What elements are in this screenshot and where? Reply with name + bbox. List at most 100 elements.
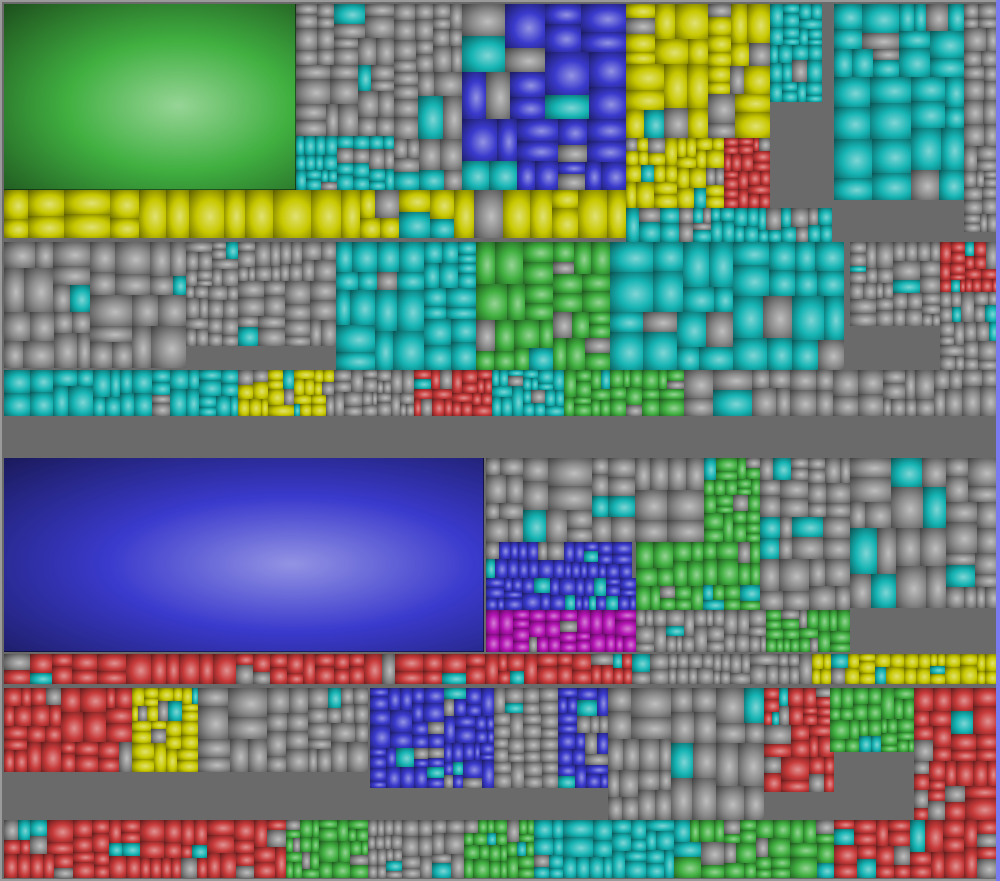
file-tile[interactable] <box>724 198 738 208</box>
file-tile[interactable] <box>983 100 998 124</box>
file-tile[interactable] <box>977 847 998 859</box>
file-tile[interactable] <box>414 767 427 788</box>
file-tile[interactable] <box>323 370 334 382</box>
file-tile[interactable] <box>708 4 731 17</box>
file-tile[interactable] <box>73 820 92 837</box>
file-tile[interactable] <box>198 688 228 706</box>
file-tile[interactable] <box>122 843 140 856</box>
file-tile[interactable] <box>788 654 799 666</box>
file-tile[interactable] <box>350 865 368 878</box>
file-tile[interactable] <box>961 292 974 322</box>
file-tile[interactable] <box>23 341 54 368</box>
file-tile[interactable] <box>870 103 911 139</box>
file-tile[interactable] <box>4 219 28 238</box>
file-tile[interactable] <box>772 712 779 725</box>
file-tile[interactable] <box>932 314 940 326</box>
file-tile[interactable] <box>803 714 817 725</box>
file-tile[interactable] <box>534 820 552 838</box>
folder-block[interactable] <box>940 242 998 292</box>
file-tile[interactable] <box>852 49 873 77</box>
file-tile[interactable] <box>238 281 264 297</box>
file-tile[interactable] <box>545 610 560 621</box>
file-tile[interactable] <box>945 107 964 128</box>
file-tile[interactable] <box>264 295 285 316</box>
file-tile[interactable] <box>790 639 799 652</box>
file-tile[interactable] <box>473 833 487 845</box>
file-tile[interactable] <box>558 776 575 788</box>
file-tile[interactable] <box>770 82 782 102</box>
file-tile[interactable] <box>653 242 683 271</box>
file-tile[interactable] <box>706 150 724 168</box>
file-tile[interactable] <box>807 610 818 628</box>
file-tile[interactable] <box>943 837 964 852</box>
file-tile[interactable] <box>974 292 988 305</box>
file-tile[interactable] <box>816 834 834 843</box>
file-tile[interactable] <box>985 671 998 684</box>
file-tile[interactable] <box>77 370 93 386</box>
file-tile[interactable] <box>545 95 589 119</box>
file-tile[interactable] <box>733 523 746 542</box>
file-tile[interactable] <box>948 4 964 31</box>
file-tile[interactable] <box>738 189 748 208</box>
file-tile[interactable] <box>522 578 534 593</box>
file-tile[interactable] <box>507 856 518 878</box>
file-tile[interactable] <box>587 562 598 578</box>
file-tile[interactable] <box>164 820 181 842</box>
file-tile[interactable] <box>581 4 626 32</box>
file-tile[interactable] <box>394 4 415 20</box>
file-tile[interactable] <box>529 621 545 637</box>
file-tile[interactable] <box>905 309 922 326</box>
file-tile[interactable] <box>735 634 749 652</box>
file-tile[interactable] <box>558 724 577 733</box>
file-tile[interactable] <box>286 749 308 772</box>
file-tile[interactable] <box>817 707 834 716</box>
file-tile[interactable] <box>687 561 703 586</box>
file-tile[interactable] <box>808 208 818 225</box>
file-tile[interactable] <box>523 390 531 403</box>
file-tile[interactable] <box>53 266 90 285</box>
file-tile[interactable] <box>119 742 132 772</box>
file-tile[interactable] <box>513 610 529 619</box>
file-tile[interactable] <box>433 29 449 46</box>
file-tile[interactable] <box>538 560 553 578</box>
file-tile[interactable] <box>964 847 977 878</box>
file-tile[interactable] <box>273 190 311 238</box>
file-tile[interactable] <box>173 276 186 295</box>
file-tile[interactable] <box>808 29 822 39</box>
file-tile[interactable] <box>170 242 186 276</box>
file-tile[interactable] <box>181 858 197 878</box>
file-tile[interactable] <box>395 654 423 671</box>
file-tile[interactable] <box>402 370 414 393</box>
file-tile[interactable] <box>929 711 951 726</box>
file-tile[interactable] <box>977 146 998 160</box>
file-tile[interactable] <box>660 208 679 223</box>
file-tile[interactable] <box>223 300 238 318</box>
file-tile[interactable] <box>716 542 738 559</box>
file-tile[interactable] <box>984 124 998 146</box>
file-tile[interactable] <box>592 517 611 542</box>
file-tile[interactable] <box>199 370 221 380</box>
file-tile[interactable] <box>598 542 612 554</box>
file-tile[interactable] <box>337 174 353 190</box>
file-tile[interactable] <box>476 284 507 320</box>
file-tile[interactable] <box>803 688 816 707</box>
file-tile[interactable] <box>454 699 466 716</box>
file-tile[interactable] <box>504 578 512 591</box>
file-tile[interactable] <box>518 560 528 578</box>
file-tile[interactable] <box>692 688 716 712</box>
folder-block[interactable] <box>4 370 238 416</box>
file-tile[interactable] <box>308 723 331 739</box>
folder-block[interactable] <box>558 688 608 788</box>
file-tile[interactable] <box>513 619 529 628</box>
file-tile[interactable] <box>4 854 17 878</box>
file-tile[interactable] <box>164 842 181 858</box>
file-tile[interactable] <box>507 820 519 842</box>
file-tile[interactable] <box>592 496 608 517</box>
file-tile[interactable] <box>61 753 75 772</box>
file-tile[interactable] <box>780 517 792 538</box>
file-tile[interactable] <box>639 222 660 242</box>
file-tile[interactable] <box>734 226 744 242</box>
file-tile[interactable] <box>760 495 780 517</box>
file-tile[interactable] <box>442 654 466 673</box>
file-tile[interactable] <box>30 854 43 878</box>
